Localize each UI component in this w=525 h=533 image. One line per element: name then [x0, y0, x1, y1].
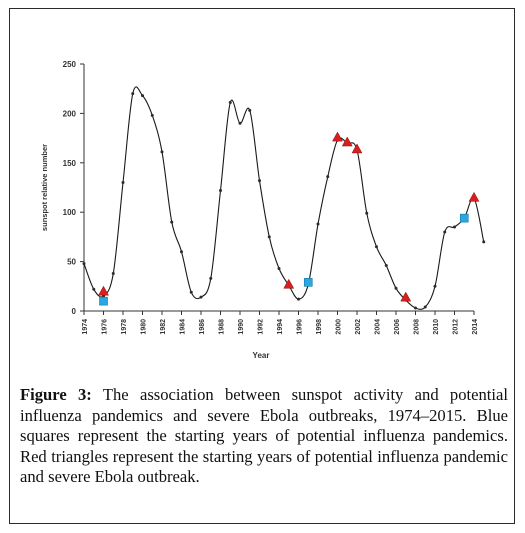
pandemic-ebola-triangle	[283, 278, 295, 289]
data-point	[228, 101, 232, 105]
data-point	[433, 284, 437, 288]
x-tick-label: 2008	[414, 319, 421, 335]
data-point	[297, 297, 300, 301]
influenza-pandemic-square	[303, 278, 313, 287]
x-tick-label: 2012	[453, 319, 460, 335]
pandemic-ebola-triangle	[98, 285, 109, 296]
pandemic-ebola-triangle	[468, 191, 480, 202]
x-tick-label: 2002	[355, 319, 362, 335]
data-point	[150, 113, 154, 117]
x-tick-label: 1980	[141, 319, 148, 335]
data-point	[414, 306, 417, 310]
y-tick-label: 0	[72, 307, 77, 316]
data-point	[219, 188, 222, 192]
figure-caption: Figure 3: The association between sunspo…	[20, 385, 508, 488]
y-tick-label: 150	[63, 159, 77, 168]
data-point	[160, 150, 164, 154]
data-point	[277, 267, 281, 271]
x-tick-label: 1986	[199, 319, 206, 335]
influenza-pandemic-square	[459, 213, 469, 223]
data-point	[365, 211, 369, 215]
data-point	[82, 262, 86, 266]
data-point	[238, 121, 242, 125]
x-tick-label: 1988	[219, 319, 226, 335]
data-point	[326, 175, 330, 179]
influenza-pandemic-square	[99, 296, 108, 306]
data-point	[121, 181, 125, 185]
data-point	[453, 225, 456, 229]
y-tick-label: 50	[67, 258, 76, 267]
data-point	[111, 271, 115, 275]
data-point	[141, 94, 144, 98]
x-tick-label: 1990	[238, 319, 245, 335]
data-point	[199, 295, 203, 299]
y-tick-label: 250	[63, 60, 77, 69]
x-tick-label: 2010	[433, 319, 440, 335]
x-tick-label: 2014	[472, 319, 479, 335]
data-point	[92, 287, 96, 291]
data-point	[423, 305, 427, 309]
x-tick-label: 1994	[277, 319, 284, 335]
x-tick-label: 2004	[375, 319, 382, 335]
pandemic-ebola-triangle	[351, 143, 363, 154]
data-point	[131, 92, 135, 96]
pandemic-ebola-triangle	[332, 131, 343, 142]
caption-text: The association between sunspot activity…	[20, 385, 508, 486]
x-tick-label: 1978	[121, 319, 128, 335]
data-point	[258, 179, 261, 183]
data-point	[189, 290, 193, 294]
x-tick-label: 1992	[258, 319, 265, 335]
data-point	[316, 222, 320, 226]
x-tick-label: 1976	[102, 319, 109, 335]
data-point	[209, 276, 213, 280]
data-point	[267, 235, 271, 239]
data-point	[443, 230, 447, 234]
data-point	[170, 220, 174, 224]
data-point	[394, 286, 398, 290]
data-point	[384, 264, 388, 268]
figure-frame	[9, 8, 515, 524]
pandemic-ebola-triangle	[341, 136, 353, 147]
y-axis-title: sunspot relative number	[40, 144, 49, 231]
x-tick-label: 1984	[180, 319, 187, 335]
x-tick-label: 1996	[297, 319, 304, 335]
y-tick-label: 200	[63, 109, 77, 118]
caption-label: Figure 3:	[20, 385, 92, 404]
x-tick-label: 1974	[82, 319, 89, 335]
data-point	[375, 245, 378, 249]
sunspot-line	[83, 86, 485, 310]
x-tick-label: 1998	[316, 319, 323, 335]
data-point	[482, 240, 486, 244]
x-tick-label: 1982	[160, 319, 167, 335]
data-point	[248, 108, 252, 112]
x-tick-label: 2006	[394, 319, 401, 335]
y-tick-label: 100	[63, 208, 77, 217]
sunspot-chart: 0 50 100 150 200 250 1974 1976 1978 1980 1982 1984 1…	[40, 60, 486, 360]
x-tick-label: 2000	[336, 319, 343, 335]
data-point	[180, 250, 183, 254]
x-axis-title: Year	[253, 351, 270, 360]
pandemic-ebola-triangle	[400, 291, 412, 302]
